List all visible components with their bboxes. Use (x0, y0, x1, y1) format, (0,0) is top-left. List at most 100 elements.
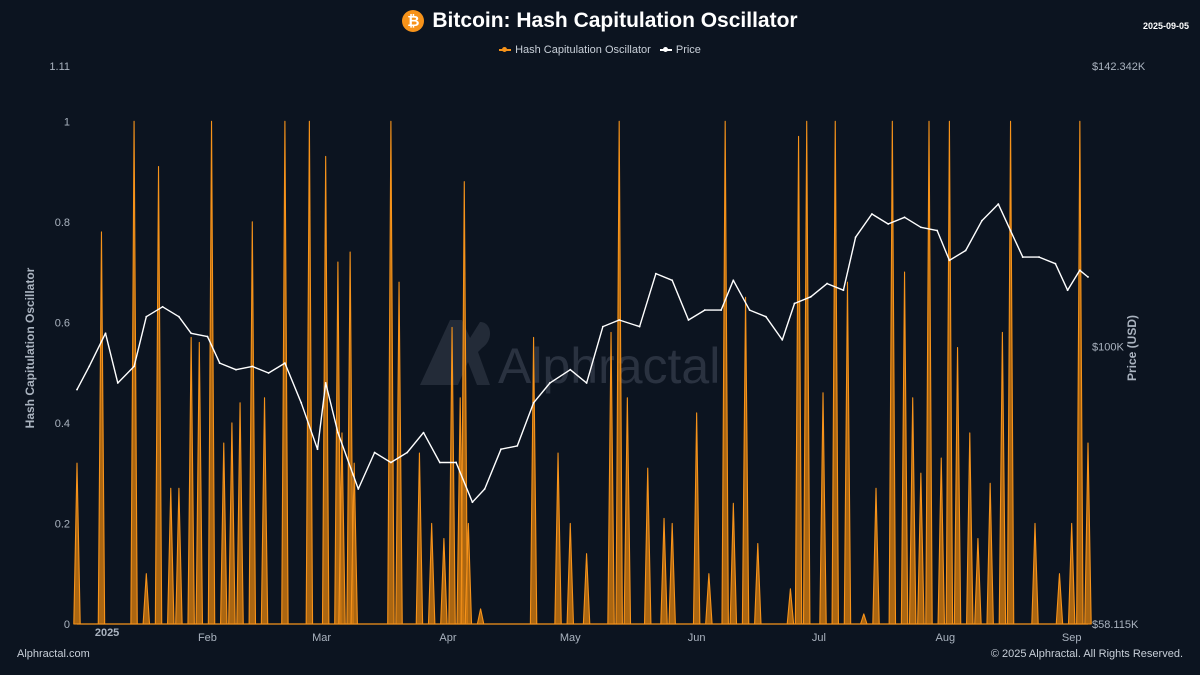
price-point (964, 249, 967, 252)
price-series (76, 203, 1089, 504)
price-point (389, 461, 392, 464)
price-point (532, 401, 535, 404)
price-point (748, 309, 751, 311)
oscillator-spike (1055, 573, 1064, 625)
legend-item-oscillator[interactable]: Hash Capitulation Oscillator (499, 44, 651, 56)
price-point (732, 279, 735, 282)
x-tick-label: Feb (198, 632, 217, 644)
watermark-text: Alphractal (498, 338, 720, 394)
price-point (765, 315, 767, 318)
oscillator-spike (476, 608, 485, 625)
oscillator-spike (281, 120, 289, 625)
oscillator-spike (154, 165, 163, 625)
price-point (585, 382, 588, 384)
price-point (1009, 229, 1012, 232)
price-point (406, 451, 409, 454)
oscillator-spike (888, 120, 897, 625)
price-point (569, 368, 572, 371)
x-tick-label: 2025 (95, 627, 119, 639)
bitcoin-logo-icon: ₿ (402, 10, 425, 32)
oscillator-spike (346, 251, 354, 625)
price-point (1066, 289, 1069, 292)
oscillator-spike (529, 336, 538, 625)
x-axis: 2025 Feb Mar Apr May Jun Jul Aug Sep (95, 627, 1082, 644)
y-right-tick-label: $58.115K (1092, 619, 1139, 631)
y-axis-left-title: Hash Capitulation Oscillator (23, 267, 37, 428)
price-point (654, 272, 657, 275)
x-tick-label: Jul (812, 632, 826, 644)
oscillator-spike (248, 221, 257, 625)
oscillator-spike (207, 120, 216, 625)
oscillator-spike (387, 120, 395, 625)
price-point (1078, 269, 1081, 272)
footer-site[interactable]: Alphractal.com (17, 648, 90, 660)
price-point (337, 431, 339, 434)
oscillator-spike (554, 452, 562, 625)
y-left-tick-label: 0.4 (55, 418, 70, 430)
price-point (316, 448, 319, 451)
y-left-tick-label: 0.2 (55, 518, 70, 530)
price-point (842, 289, 845, 292)
oscillator-spike (900, 271, 909, 625)
left-axis: 0 0.2 0.4 0.6 0.8 1 1.11 (49, 61, 70, 631)
oscillator-spike (1084, 442, 1092, 625)
oscillator-spike (1076, 120, 1084, 625)
price-point (251, 365, 254, 368)
oscillator-spike (334, 261, 342, 625)
oscillator-spike (220, 442, 228, 625)
oscillator-spike (395, 281, 403, 625)
price-point (826, 282, 828, 285)
x-tick-label: Aug (936, 632, 956, 644)
oscillator-spike (187, 336, 195, 625)
y-left-tick-label: 0.8 (55, 217, 70, 229)
oscillator-spike (167, 487, 175, 625)
price-point (903, 216, 906, 219)
price-point (267, 372, 270, 374)
oscillator-spike (427, 522, 436, 625)
footer-copyright: © 2025 Alphractal. All Rights Reserved. (990, 648, 1183, 660)
x-tick-label: Jun (688, 632, 706, 644)
oscillator-spike (754, 543, 762, 625)
oscillator-spike (460, 181, 469, 625)
oscillator-spike (802, 120, 811, 625)
price-point (1021, 256, 1024, 258)
oscillator-spike (660, 517, 668, 625)
price-point (483, 488, 486, 490)
oscillator-spike (705, 573, 713, 625)
price-point (76, 388, 78, 391)
price-point (919, 226, 922, 229)
y-axis-right-title: Price (USD) (1125, 315, 1139, 381)
oscillator-spike (786, 588, 795, 625)
price-point (871, 213, 873, 215)
watermark-logo-icon (420, 320, 491, 385)
price-point (145, 315, 148, 318)
legend-item-price[interactable]: Price (659, 44, 701, 56)
price-point (887, 223, 890, 225)
oscillator-spike (945, 120, 954, 625)
price-point (300, 401, 303, 404)
y-left-tick-label: 1.11 (49, 61, 70, 73)
price-point (373, 451, 376, 454)
oscillator-spike (953, 346, 962, 625)
oscillator-spike (937, 457, 945, 625)
right-axis: $58.115K $100K $142.342K (1092, 61, 1146, 631)
oscillator-spike (260, 397, 269, 625)
price-point (284, 362, 286, 364)
legend-marker-icon (499, 47, 512, 52)
price-point (997, 203, 1000, 205)
oscillator-spike (974, 537, 982, 625)
price-point (133, 365, 135, 368)
oscillator-spike (448, 326, 456, 625)
oscillator-spike (566, 522, 575, 625)
oscillator-spike (917, 472, 925, 625)
price-point (548, 382, 551, 384)
price-point (516, 444, 519, 447)
price-point (981, 219, 983, 222)
oscillator-spike (415, 452, 424, 625)
y-left-tick-label: 0 (64, 619, 70, 631)
price-point (671, 279, 674, 282)
oscillator-spike (73, 462, 81, 625)
oscillator-spike (668, 522, 676, 625)
price-point (438, 461, 441, 464)
